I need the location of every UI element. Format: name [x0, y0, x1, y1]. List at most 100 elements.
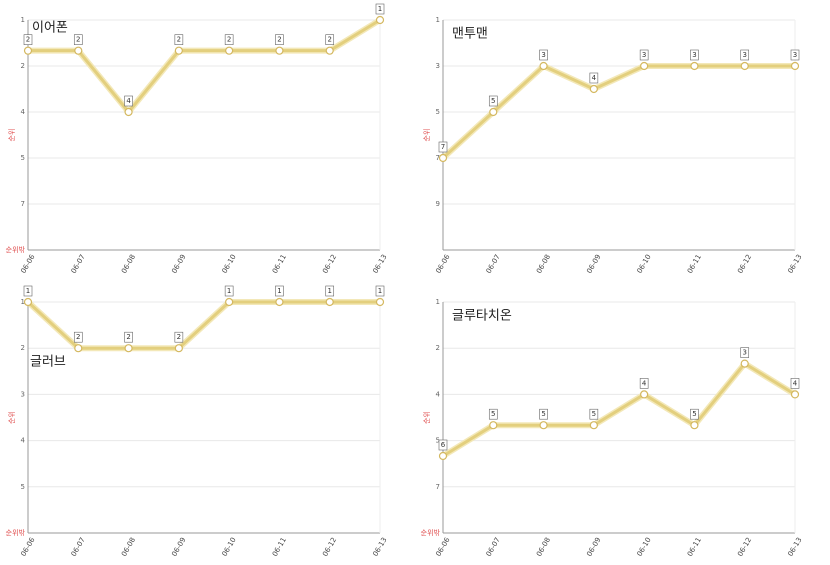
point — [275, 297, 284, 307]
x-tick-label: 06-13 — [786, 253, 803, 275]
point — [225, 46, 234, 55]
point — [690, 421, 699, 430]
chart-panel: 1 2 3 4 5 순위밖 순위 06-06 06-07 06-08 06-09 06-10 06-11… — [6, 285, 389, 558]
data-label-box — [224, 34, 234, 45]
data-label-box — [589, 408, 599, 420]
data-label: 1 — [26, 287, 30, 295]
data-label: 2 — [126, 333, 130, 341]
y-tick-label: 2 — [21, 62, 25, 70]
data-label-box — [375, 285, 385, 297]
data-label: 3 — [692, 51, 696, 59]
chart-panel: 1 3 5 7 9 순위 06-06 06-07 06-08 06-09 06-10 06-11 06-… — [423, 16, 804, 275]
point — [23, 297, 33, 307]
point — [325, 297, 334, 307]
y-axis-label: 순위 — [423, 129, 431, 142]
y-axis-label: 순위 — [423, 411, 431, 424]
data-label-box — [690, 49, 699, 61]
point — [740, 61, 749, 71]
y-tick-label: 7 — [436, 154, 440, 162]
data-label-box — [174, 331, 184, 343]
point — [489, 107, 498, 117]
point — [539, 61, 548, 71]
data-label: 4 — [793, 379, 798, 387]
data-label-box — [740, 49, 750, 61]
data-label: 6 — [441, 441, 446, 449]
point — [174, 344, 183, 353]
x-tick-label: 06-12 — [736, 253, 753, 275]
data-label-box — [174, 34, 184, 45]
data-label: 1 — [277, 287, 281, 295]
point — [174, 46, 183, 55]
point — [539, 421, 548, 430]
data-label-box — [539, 408, 548, 420]
data-label-box — [790, 49, 800, 61]
data-label: 2 — [227, 36, 231, 44]
data-label: 1 — [378, 287, 382, 295]
y-tick-label: 3 — [21, 390, 25, 398]
y-tick-label: 순위밖 — [6, 528, 26, 537]
x-tick-label: 06-08 — [535, 253, 552, 275]
x-tick-label: 06-10 — [221, 253, 238, 275]
x-tick-label: 06-09 — [585, 253, 602, 275]
y-tick-label: 7 — [21, 200, 25, 208]
x-tick-label: 06-12 — [321, 536, 338, 558]
data-label-box — [124, 331, 133, 343]
x-tick-label: 06-07 — [70, 253, 87, 275]
data-label: 5 — [592, 410, 596, 418]
point — [375, 297, 385, 307]
data-label: 2 — [177, 36, 181, 44]
y-axis-label: 순위 — [8, 129, 16, 142]
x-tick-label: 06-09 — [170, 253, 187, 275]
data-label-box — [325, 34, 335, 45]
x-tick-label: 06-13 — [371, 536, 388, 558]
data-label-box — [438, 141, 448, 153]
x-tick-label: 06-08 — [120, 536, 137, 558]
data-label: 3 — [793, 51, 797, 59]
y-tick-label: 5 — [436, 437, 440, 445]
x-tick-label: 06-07 — [485, 536, 502, 558]
data-label-box — [639, 378, 649, 389]
y-tick-label: 4 — [436, 390, 441, 398]
x-tick-label: 06-06 — [434, 253, 451, 275]
x-tick-label: 06-10 — [636, 536, 653, 558]
x-tick-label: 06-06 — [434, 536, 451, 558]
data-label: 2 — [76, 36, 80, 44]
data-label-box — [740, 347, 750, 358]
data-label-box — [539, 49, 548, 61]
y-tick-label: 4 — [21, 437, 26, 445]
x-tick-label: 06-13 — [786, 536, 803, 558]
data-label: 5 — [491, 97, 495, 105]
data-label-box — [275, 285, 284, 297]
data-label: 4 — [592, 74, 597, 82]
point — [23, 46, 33, 55]
data-label: 3 — [742, 349, 746, 357]
line — [28, 18, 381, 114]
data-label: 3 — [642, 51, 646, 59]
data-label: 3 — [541, 51, 545, 59]
point — [790, 61, 800, 71]
point — [489, 421, 498, 430]
data-label: 5 — [692, 410, 696, 418]
x-tick-label: 06-10 — [221, 536, 238, 558]
data-label-box — [73, 331, 83, 343]
point — [740, 359, 749, 368]
chart-panel: 1 2 4 5 7 순위밖 순위 06-06 06-07 06-08 06-09 06-10 06-11… — [421, 298, 804, 558]
point — [640, 61, 649, 71]
chart-panel: 1 2 4 5 7 순위밖 순위 06-06 06-07 06-08 06-09 06-10 06-11… — [6, 3, 389, 275]
y-axis-label: 순위 — [8, 411, 16, 424]
y-tick-label: 2 — [21, 344, 25, 352]
data-label-box — [73, 34, 83, 45]
x-tick-label: 06-11 — [271, 536, 288, 558]
x-tick-label: 06-10 — [636, 253, 653, 275]
point — [438, 451, 448, 461]
y-tick-label: 5 — [21, 154, 25, 162]
data-label: 4 — [642, 379, 647, 387]
x-tick-label: 06-07 — [485, 253, 502, 275]
x-tick-label: 06-12 — [321, 253, 338, 275]
data-label: 7 — [441, 143, 445, 151]
line — [442, 362, 796, 458]
point — [640, 390, 649, 399]
y-tick-label: 2 — [436, 344, 440, 352]
chart-title: 이어폰 — [32, 21, 68, 36]
